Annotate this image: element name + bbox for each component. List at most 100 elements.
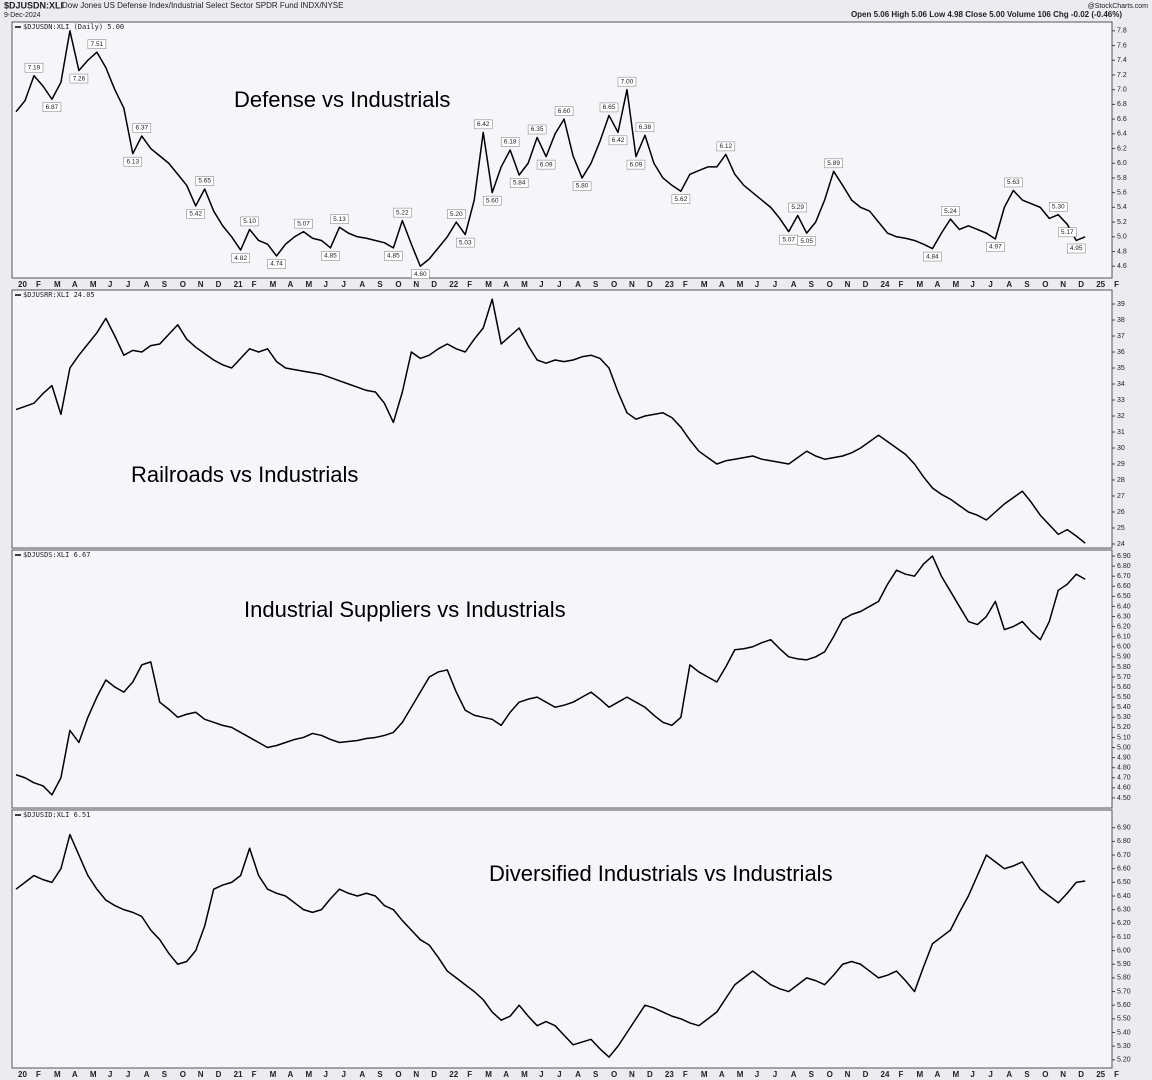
- x-tick-label: A: [575, 280, 581, 289]
- y-tick-label: 5.90: [1117, 654, 1131, 661]
- x-tick-label: 25: [1096, 280, 1105, 289]
- value-label: 5.13: [333, 216, 346, 223]
- x-tick-label: M: [521, 1070, 528, 1079]
- value-label-box: [240, 216, 259, 227]
- value-label-box: [626, 159, 646, 170]
- value-label-box: [509, 178, 529, 188]
- value-label: 6.60: [558, 108, 571, 115]
- x-tick-label: N: [629, 1070, 635, 1079]
- price-line: [15, 298, 1086, 544]
- x-tick-label: S: [593, 1070, 599, 1079]
- value-label-box: [536, 159, 556, 170]
- value-label-box: [572, 181, 592, 191]
- value-label-box: [527, 124, 547, 135]
- x-tick-label: O: [180, 1070, 186, 1079]
- panel-bg: [11, 549, 1113, 809]
- value-label-box: [132, 123, 152, 133]
- y-tick-label: 5.40: [1117, 1029, 1131, 1036]
- value-label-box: [411, 269, 430, 279]
- annotation: Diversified Industrials vs Industrials: [489, 861, 833, 886]
- y-tick-label: 6.30: [1117, 613, 1131, 620]
- value-label: 6.09: [630, 161, 643, 168]
- x-tick-label: J: [126, 280, 130, 289]
- value-label: 7.26: [73, 75, 86, 82]
- y-tick-label: 4.50: [1117, 795, 1131, 802]
- x-tick-label: F: [1114, 280, 1119, 289]
- y-tick-label: 5.70: [1117, 988, 1131, 995]
- y-tick-label: 24: [1117, 541, 1125, 548]
- y-tick-label: 6.70: [1117, 573, 1131, 580]
- x-tick-label: 25: [1096, 1070, 1105, 1079]
- y-tick-label: 6.40: [1117, 603, 1131, 610]
- panel-title: $DJUSDS:XLI 6.67: [23, 551, 90, 559]
- x-tick-label: M: [54, 280, 61, 289]
- x-tick-label: J: [988, 1070, 992, 1079]
- x-tick-label: A: [503, 280, 509, 289]
- x-tick-label: M: [701, 1070, 708, 1079]
- x-tick-label: D: [863, 280, 869, 289]
- x-tick-label: J: [108, 1070, 112, 1079]
- y-tick-label: 36: [1117, 349, 1125, 356]
- value-label-box: [294, 218, 313, 229]
- x-tick-label: N: [629, 280, 635, 289]
- y-tick-label: 28: [1117, 477, 1125, 484]
- x-tick-label: N: [1060, 280, 1066, 289]
- y-tick-label: 39: [1117, 301, 1125, 308]
- value-label: 5.29: [791, 204, 804, 211]
- x-tick-label: M: [952, 1070, 959, 1079]
- y-tick-label: 4.80: [1117, 765, 1131, 772]
- value-label-box: [231, 253, 250, 263]
- value-label-box: [69, 73, 89, 84]
- value-label-box: [671, 194, 691, 204]
- x-tick-label: A: [791, 1070, 797, 1079]
- x-tick-label: M: [917, 280, 924, 289]
- x-tick-label: S: [162, 1070, 168, 1079]
- value-label-box: [42, 102, 62, 112]
- price-line: [15, 833, 1086, 1058]
- x-tick-label: M: [306, 1070, 313, 1079]
- x-tick-label: D: [216, 280, 222, 289]
- value-label-box: [986, 242, 1005, 252]
- x-tick-label: D: [431, 280, 437, 289]
- y-tick-label: 5.8: [1117, 175, 1127, 182]
- panel-bg: [11, 21, 1113, 279]
- value-label: 5.22: [396, 209, 409, 216]
- value-label-box: [923, 251, 942, 262]
- x-tick-label: A: [791, 280, 797, 289]
- y-tick-label: 6.20: [1117, 623, 1131, 630]
- value-label: 6.13: [126, 158, 139, 165]
- price-line: [15, 30, 1086, 267]
- x-tick-label: A: [575, 1070, 581, 1079]
- y-tick-label: 6.50: [1117, 593, 1131, 600]
- x-tick-label: A: [359, 280, 365, 289]
- y-tick-label: 7.6: [1117, 42, 1127, 49]
- value-label: 5.10: [243, 218, 256, 225]
- x-tick-label: 23: [665, 1070, 674, 1079]
- x-tick-label: D: [1078, 280, 1084, 289]
- x-tick-label: A: [72, 1070, 78, 1079]
- y-tick-label: 4.6: [1117, 263, 1127, 270]
- y-tick-label: 5.50: [1117, 1016, 1131, 1023]
- x-tick-label: M: [737, 280, 744, 289]
- x-tick-label: F: [683, 280, 688, 289]
- y-tick-label: 5.60: [1117, 684, 1131, 691]
- value-label: 7.51: [91, 41, 104, 48]
- x-tick-label: M: [737, 1070, 744, 1079]
- x-tick-label: A: [144, 1070, 150, 1079]
- y-tick-label: 6.4: [1117, 131, 1127, 138]
- y-tick-label: 5.10: [1117, 734, 1131, 741]
- x-tick-label: 20: [18, 1070, 27, 1079]
- x-tick-label: J: [773, 280, 777, 289]
- y-tick-label: 5.90: [1117, 961, 1131, 968]
- value-label: 5.89: [827, 160, 840, 167]
- value-label-box: [195, 176, 214, 186]
- plot: [15, 555, 1086, 796]
- x-tick-label: J: [557, 280, 561, 289]
- value-label: 6.38: [639, 124, 652, 131]
- value-label-box: [473, 119, 493, 130]
- y-tick-label: 5.0: [1117, 234, 1127, 241]
- x-tick-label: F: [1114, 1070, 1119, 1079]
- value-label: 6.42: [612, 137, 625, 144]
- x-tick-label: O: [395, 1070, 401, 1079]
- value-label: 5.84: [513, 180, 526, 187]
